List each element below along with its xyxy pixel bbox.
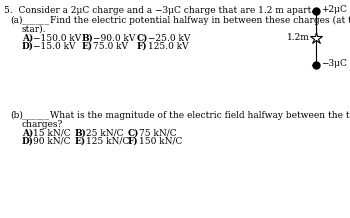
- Text: −90.0 kV: −90.0 kV: [93, 34, 135, 43]
- Text: (b): (b): [10, 111, 23, 120]
- Text: 90 kN/C: 90 kN/C: [33, 137, 70, 146]
- Text: −150.0 kV: −150.0 kV: [33, 34, 81, 43]
- Text: D): D): [22, 42, 34, 51]
- Text: 75.0 kV: 75.0 kV: [93, 42, 128, 51]
- Text: −3μC: −3μC: [321, 60, 347, 68]
- Text: −25.0 kV: −25.0 kV: [148, 34, 190, 43]
- Text: 75 kN/C: 75 kN/C: [139, 129, 177, 138]
- Text: −15.0 kV: −15.0 kV: [33, 42, 76, 51]
- Text: What is the magnitude of the electric field halfway between the two: What is the magnitude of the electric fi…: [50, 111, 350, 120]
- Text: ______: ______: [22, 16, 49, 25]
- Text: F): F): [137, 42, 148, 51]
- Text: 1.2m: 1.2m: [287, 32, 310, 41]
- Text: C): C): [137, 34, 148, 43]
- Text: charges?: charges?: [22, 120, 63, 129]
- Text: 125.0 kV: 125.0 kV: [148, 42, 189, 51]
- Text: 125 kN/C: 125 kN/C: [86, 137, 129, 146]
- Text: D): D): [22, 137, 34, 146]
- Text: 5.  Consider a 2μC charge and a −3μC charge that are 1.2 m apart.: 5. Consider a 2μC charge and a −3μC char…: [4, 6, 314, 15]
- Text: star).: star).: [22, 25, 47, 34]
- Text: Find the electric potential halfway in between these charges (at the: Find the electric potential halfway in b…: [50, 16, 350, 25]
- Text: A): A): [22, 34, 33, 43]
- Text: ______: ______: [22, 111, 49, 120]
- Text: 25 kN/C: 25 kN/C: [86, 129, 124, 138]
- Text: +2μC: +2μC: [321, 5, 347, 15]
- Text: 150 kN/C: 150 kN/C: [139, 137, 182, 146]
- Text: 15 kN/C: 15 kN/C: [33, 129, 71, 138]
- Text: B): B): [82, 34, 94, 43]
- Text: A): A): [22, 129, 33, 138]
- Text: E): E): [75, 137, 86, 146]
- Text: F): F): [128, 137, 139, 146]
- Text: B): B): [75, 129, 87, 138]
- Text: (a): (a): [10, 16, 22, 25]
- Text: E): E): [82, 42, 93, 51]
- Text: C): C): [128, 129, 139, 138]
